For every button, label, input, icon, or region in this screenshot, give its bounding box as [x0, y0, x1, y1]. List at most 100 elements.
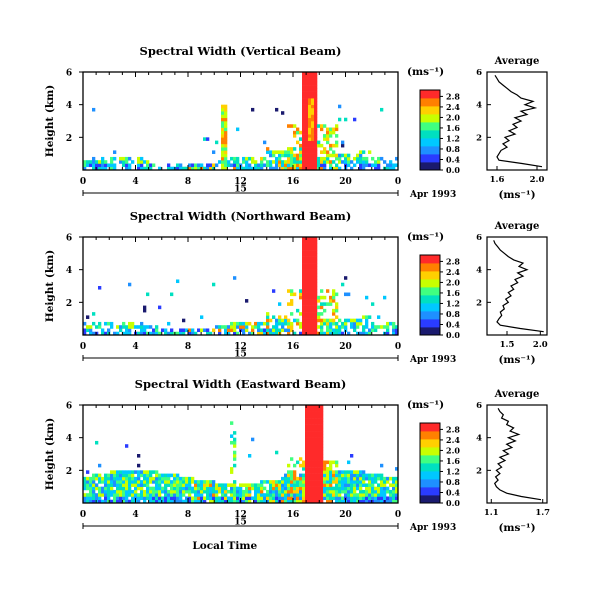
heatmap-cell [386, 325, 390, 329]
panel-title: Spectral Width (Eastward Beam) [135, 377, 347, 391]
heatmap-cell [269, 483, 273, 487]
heatmap-cell [110, 325, 114, 329]
heatmap-cell [224, 156, 228, 161]
heatmap-cell [212, 493, 216, 497]
heatmap-cell [290, 289, 294, 293]
colorbar-swatch [420, 303, 440, 312]
heatmap-cell [89, 483, 93, 487]
heatmap-cell [350, 493, 354, 497]
heatmap-cell [191, 489, 195, 494]
heatmap-cell [302, 321, 306, 326]
heatmap-cell [284, 160, 288, 164]
heatmap-cell [92, 331, 96, 336]
heatmap-cell [140, 486, 144, 491]
heatmap-cell [335, 308, 339, 313]
heatmap-cell [335, 321, 339, 326]
heatmap-cell [344, 476, 348, 481]
heatmap-cell [275, 107, 279, 112]
heatmap-cell [314, 130, 318, 135]
heatmap-cell [230, 489, 234, 494]
heatmap-cell [302, 489, 306, 494]
heatmap-cell [203, 328, 207, 333]
heatmap-cell [308, 160, 312, 164]
heatmap-cell [131, 476, 135, 481]
heatmap-cell [326, 328, 330, 333]
heatmap-cell [308, 272, 312, 277]
heatmap-cell [191, 331, 195, 336]
heatmap-cell [311, 282, 315, 287]
heatmap-cell [143, 328, 147, 333]
heatmap-cell [89, 325, 93, 329]
heatmap-cell [170, 473, 174, 478]
heatmap-cell [359, 150, 363, 154]
heatmap-cell [314, 460, 318, 465]
average-title: Average [494, 56, 540, 67]
heatmap-cell [284, 493, 288, 497]
heatmap-cell [269, 496, 273, 501]
heatmap-cell [338, 493, 342, 497]
heatmap-cell [296, 127, 300, 132]
heatmap-cell [335, 483, 339, 487]
heatmap-cell [347, 160, 351, 164]
heatmap-cell [269, 486, 273, 491]
heatmap-cell [98, 163, 102, 168]
heatmap-cell [353, 493, 357, 497]
heatmap-cell [137, 496, 141, 501]
heatmap-cell [326, 499, 330, 504]
heatmap-cell [311, 259, 315, 264]
heatmap-cell [311, 414, 315, 419]
heatmap-cell [266, 163, 270, 168]
heatmap-cell [149, 331, 153, 336]
heatmap-cell [179, 489, 183, 494]
heatmap-cell [314, 107, 318, 112]
heatmap-cell [350, 166, 354, 171]
heatmap-cell [113, 473, 117, 478]
heatmap-cell [389, 483, 393, 487]
heatmap-cell [326, 318, 330, 323]
heatmap-cell [104, 321, 108, 326]
heatmap-cell [122, 160, 126, 164]
heatmap-cell [314, 483, 318, 487]
heatmap-cell [335, 143, 339, 148]
heatmap-cell [236, 321, 240, 326]
heatmap-cell [269, 493, 273, 497]
heatmap-cell [332, 486, 336, 491]
heatmap-cell [305, 147, 309, 151]
heatmap-cell [140, 470, 144, 474]
heatmap-cell [368, 499, 372, 504]
heatmap-cell [143, 166, 147, 171]
heatmap-cell [182, 486, 186, 491]
heatmap-cell [221, 140, 225, 145]
heatmap-cell [197, 480, 201, 484]
heatmap-cell [230, 156, 234, 161]
heatmap-cell [197, 163, 201, 168]
heatmap-cell [263, 499, 267, 504]
heatmap-cell [314, 286, 318, 290]
heatmap-cell [314, 447, 318, 452]
heatmap-cell [287, 463, 291, 468]
heatmap-cell [299, 486, 303, 491]
heatmap-cell [329, 321, 333, 326]
heatmap-cell [395, 156, 399, 161]
heatmap-cell [260, 486, 264, 491]
heatmap-cell [326, 321, 330, 326]
heatmap-cell [317, 414, 321, 419]
heatmap-cell [176, 331, 180, 336]
heatmap-cell [92, 473, 96, 478]
heatmap-cell [278, 302, 282, 306]
heatmap-cell [332, 150, 336, 154]
heatmap-cell [233, 325, 237, 329]
heatmap-cell [311, 480, 315, 484]
heatmap-cell [332, 312, 336, 316]
colorbar-unit: (ms⁻¹) [407, 399, 444, 411]
heatmap-cell [128, 493, 132, 497]
heatmap-cell [317, 427, 321, 432]
heatmap-cell [308, 266, 312, 270]
colorbar-unit: (ms⁻¹) [407, 231, 444, 243]
heatmap-cell [329, 470, 333, 474]
heatmap-cell [311, 91, 315, 96]
heatmap-cell [167, 493, 171, 497]
colorbar-swatch [420, 487, 440, 496]
heatmap-cell [125, 499, 129, 504]
heatmap-cell [320, 302, 324, 306]
